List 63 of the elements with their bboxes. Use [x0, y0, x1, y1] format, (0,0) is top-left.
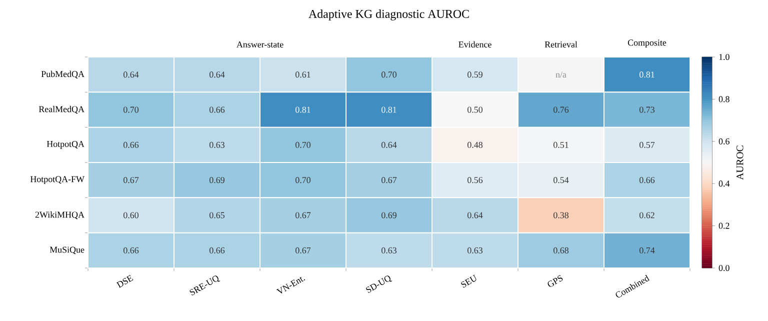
data-label: 0.64: [468, 212, 483, 218]
data-label: 0.54: [554, 177, 569, 184]
text: Composite: [628, 40, 666, 48]
text: Evidence: [458, 41, 492, 48]
data-label: 0.67: [296, 212, 311, 218]
data-label: 0.57: [640, 142, 655, 148]
y-tick-label: MuSiQue: [50, 246, 84, 254]
text: Answer-state: [236, 41, 284, 48]
data-label: 0.51: [554, 142, 568, 148]
data-label: 0.59: [468, 72, 482, 78]
color-bar-title: AUROC: [736, 146, 744, 180]
data-label: 0.63: [468, 247, 483, 254]
data-label: 0.60: [124, 212, 139, 218]
data-label: 0.81: [296, 106, 310, 113]
data-label: 0.66: [640, 177, 655, 184]
data-label: 0.69: [382, 212, 396, 218]
x-tick-label: SEU: [461, 274, 476, 288]
y-tick-label: 2WikiMHQA: [35, 211, 84, 220]
data-label: 0.73: [640, 106, 655, 113]
data-label: 0.67: [382, 177, 397, 184]
data-label: 0.66: [124, 142, 139, 148]
data-label: 0.62: [640, 212, 654, 218]
data-label: 0.74: [640, 247, 655, 254]
data-label: 0.56: [468, 177, 483, 184]
data-label: 0.65: [210, 212, 225, 218]
data-label: 0.66: [210, 106, 225, 113]
data-label: 0.64: [124, 72, 139, 78]
data-label: 0.63: [210, 142, 225, 148]
chart-title: Adaptive KG diagnostic AUROC: [308, 10, 469, 20]
data-label: 0.81: [640, 72, 654, 78]
color-bar-label: 0.8: [718, 96, 730, 102]
y-tick-label: HotpotQA-FW: [30, 176, 84, 184]
data-label: 0.61: [296, 72, 310, 78]
data-label: 0.70: [124, 106, 139, 113]
color-bar-label: 0.6: [718, 138, 730, 144]
data-label: 0.70: [296, 142, 311, 148]
data-label: 0.68: [554, 247, 569, 254]
data-label: 0.50: [468, 106, 483, 113]
color-bar-label: 0.0: [718, 264, 730, 272]
y-tick-label: HotpotQA: [46, 140, 84, 149]
color-bar-label: 0.4: [718, 180, 730, 187]
text: n/a: [556, 72, 566, 78]
data-label: 0.64: [210, 72, 225, 78]
data-label: 0.66: [210, 247, 225, 254]
data-label: 0.63: [382, 247, 397, 254]
data-label: 0.76: [554, 106, 569, 113]
data-label: 0.81: [382, 106, 396, 113]
data-label: 0.70: [382, 72, 397, 78]
y-tick-label: PubMedQA: [41, 70, 84, 78]
text: Retrieval: [544, 41, 578, 48]
y-tick-label: RealMedQA: [38, 106, 84, 114]
color-bar-label: 0.2: [718, 222, 730, 229]
x-tick-label: GPS: [548, 275, 563, 287]
data-label: 0.64: [382, 142, 397, 148]
data-label: 0.38: [554, 212, 569, 218]
data-label: 0.66: [124, 247, 139, 254]
color-bar-label: 1.0: [719, 54, 730, 60]
data-label: 0.69: [210, 177, 224, 184]
data-label: 0.67: [124, 177, 139, 184]
data-label: 0.48: [468, 142, 483, 148]
x-tick-label: DSE: [116, 274, 134, 288]
data-label: 0.67: [296, 247, 311, 254]
data-label: 0.70: [296, 177, 311, 184]
